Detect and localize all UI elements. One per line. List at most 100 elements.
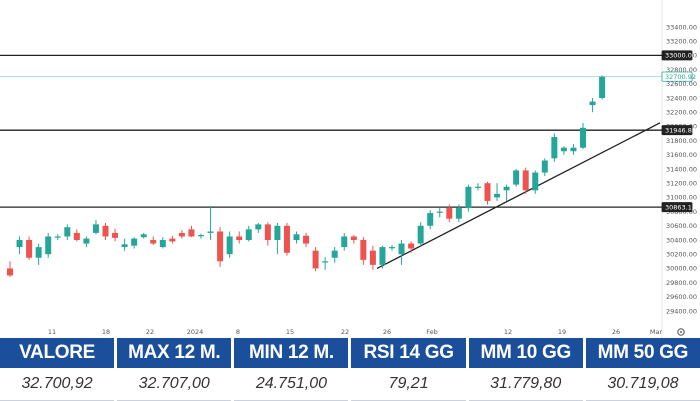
candle: [73, 229, 80, 242]
price-axis: 29400.00 29600.00 29800.00 30000.00 30200.00…: [666, 23, 697, 315]
candle: [560, 146, 567, 155]
y-tick-label: 32600.00: [666, 80, 697, 88]
candle: [45, 232, 52, 258]
candle: [360, 237, 367, 265]
y-tick-label: 29400.00: [666, 307, 697, 315]
candle: [465, 184, 472, 212]
candle: [455, 204, 462, 223]
y-tick-label: 30000.00: [666, 265, 697, 273]
candle: [150, 236, 157, 245]
x-tick-label: Feb: [426, 328, 438, 336]
candle: [541, 158, 548, 177]
stat-min-12m: MIN 12 M. 24.751,00: [234, 338, 349, 401]
candle: [226, 231, 233, 258]
candle: [207, 205, 214, 240]
stat-value: 32.700,92: [0, 368, 115, 401]
stat-label: MM 50 GG: [585, 338, 700, 368]
y-tick-label: 32400.00: [666, 94, 697, 102]
stat-rsi-14gg: RSI 14 GG 79,21: [351, 338, 466, 401]
candle: [169, 235, 176, 244]
candle: [121, 238, 128, 251]
candle: [64, 224, 71, 240]
stat-mm-10gg: MM 10 GG 31.779,80: [468, 338, 583, 401]
svg-text:32700.92: 32700.92: [665, 73, 696, 81]
candle: [26, 236, 33, 260]
candle: [283, 222, 290, 256]
stat-label: MM 10 GG: [468, 338, 583, 368]
x-tick-label: 15: [286, 328, 294, 336]
candle: [551, 133, 558, 162]
y-tick-label: 31400.00: [666, 165, 697, 173]
x-tick-label: 11: [48, 328, 56, 336]
trendline-layer: [376, 122, 661, 269]
candle: [436, 208, 443, 218]
x-tick-label: 18: [102, 328, 110, 336]
candle: [274, 222, 281, 255]
stat-label: MAX 12 M.: [117, 338, 232, 368]
x-tick-label: 22: [341, 328, 349, 336]
candle: [369, 245, 376, 270]
level-price-tag: 31946.88: [661, 125, 696, 136]
y-tick-label: 32800.00: [666, 66, 697, 74]
gear-icon[interactable]: [677, 328, 685, 336]
candle: [217, 227, 224, 267]
candle: [16, 236, 23, 255]
y-tick-label: 31600.00: [666, 151, 697, 159]
x-tick-label: Mar: [650, 328, 663, 336]
svg-text:31946.88: 31946.88: [665, 126, 696, 134]
svg-text:33000.00: 33000.00: [665, 52, 696, 60]
candle: [589, 98, 596, 113]
candle: [178, 230, 185, 239]
last-price-tag: 32700.92: [661, 71, 696, 82]
candle: [494, 183, 501, 201]
stat-value: 30.719,08: [585, 368, 700, 401]
stats-bar: VALORE 32.700,92 MAX 12 M. 32.707,00 MIN…: [0, 338, 700, 401]
candle: [83, 236, 90, 248]
stat-value: 32.707,00: [117, 368, 232, 401]
candle: [513, 169, 520, 187]
svg-text:30863.15: 30863.15: [665, 203, 696, 211]
y-tick-label: 30200.00: [666, 251, 697, 259]
stat-value: 31.779,80: [468, 368, 583, 401]
candle: [599, 75, 606, 100]
x-tick-label: 2024: [187, 328, 204, 336]
candle: [159, 237, 166, 249]
candle: [112, 228, 119, 242]
candle: [389, 244, 395, 251]
price-tags: 33000.00 32700.92 31946.88 30863.15: [661, 50, 696, 213]
x-tick-label: 19: [558, 328, 566, 336]
price-chart: 29400.00 29600.00 29800.00 30000.00 30200.00…: [0, 0, 697, 338]
candle: [417, 222, 424, 248]
stat-value: 79,21: [351, 368, 466, 401]
candle: [102, 222, 109, 240]
x-tick-label: 26: [612, 328, 620, 336]
y-tick-label: 31200.00: [666, 180, 697, 188]
stat-max-12m: MAX 12 M. 32.707,00: [117, 338, 232, 401]
candle: [293, 231, 300, 244]
stat-value: 24.751,00: [234, 368, 349, 401]
candle: [503, 184, 510, 201]
y-tick-label: 29600.00: [666, 293, 697, 301]
candle: [532, 170, 539, 194]
stat-mm-50gg: MM 50 GG 30.719,08: [585, 338, 700, 401]
candle: [188, 225, 195, 238]
time-axis: 11 18 22 2024 8 15 22 26 Feb 12 19 26 Mar: [48, 328, 663, 336]
y-tick-label: 30400.00: [666, 236, 697, 244]
candle: [245, 225, 252, 242]
candle: [522, 167, 529, 194]
candle: [264, 222, 271, 246]
candle: [331, 247, 338, 263]
support-trendline: [376, 122, 661, 269]
x-tick-label: 22: [146, 328, 154, 336]
y-tick-label: 33400.00: [666, 23, 697, 31]
candles: [7, 75, 606, 277]
y-tick-label: 33200.00: [666, 38, 697, 46]
candle: [484, 181, 491, 205]
candle: [446, 204, 453, 223]
candle: [35, 243, 42, 265]
candle: [312, 247, 319, 272]
candle: [408, 241, 415, 253]
candle: [570, 144, 577, 155]
stat-valore: VALORE 32.700,92: [0, 338, 115, 401]
stat-label: VALORE: [0, 338, 115, 368]
